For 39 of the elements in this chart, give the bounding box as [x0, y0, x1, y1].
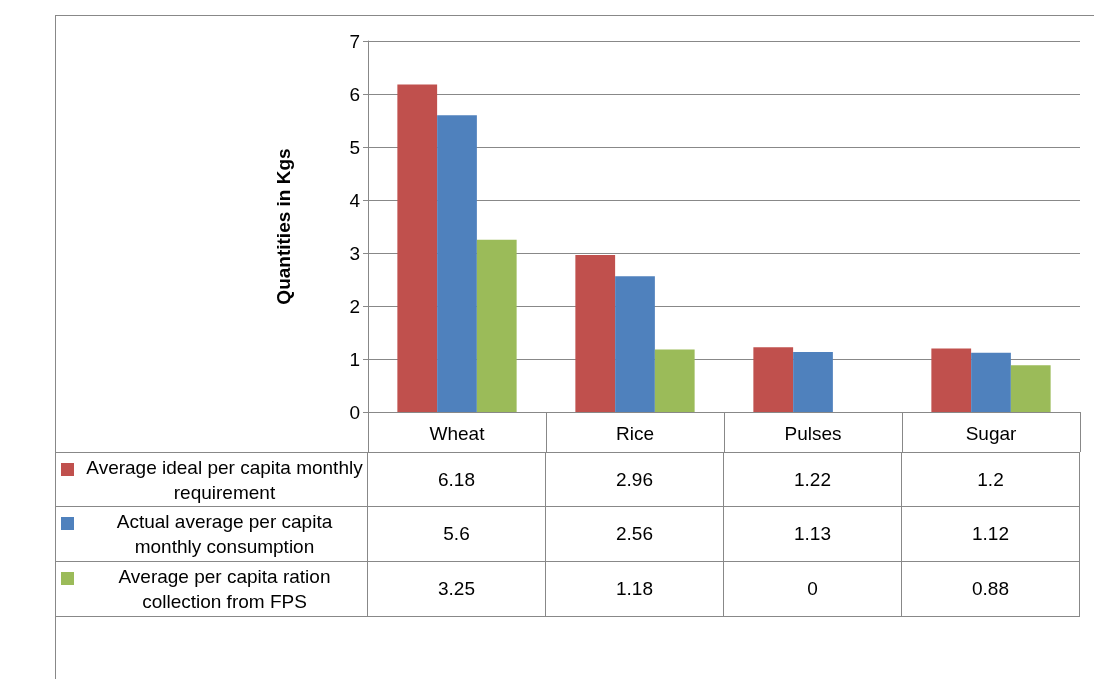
y-tick-label: 5 — [349, 136, 360, 158]
y-tick-label: 4 — [349, 189, 361, 211]
bar — [397, 84, 438, 412]
data-label: 2.96 — [546, 453, 724, 506]
y-tick-label: 6 — [349, 83, 360, 105]
y-tick-label: 0 — [349, 401, 360, 423]
legend-label: Average ideal per capita monthly requirement — [85, 455, 364, 505]
y-tick-label: 3 — [349, 242, 360, 264]
x-tick-label: Wheat — [429, 423, 486, 444]
data-label: 6.18 — [368, 453, 546, 506]
bar — [931, 348, 972, 412]
data-label: 0 — [724, 562, 902, 616]
data-label: 1.22 — [724, 453, 902, 506]
legend-label: Actual average per capita monthly consumption — [115, 510, 334, 559]
bar — [654, 349, 695, 412]
bar — [793, 352, 833, 412]
bar — [476, 239, 517, 412]
x-tick-label: Sugar — [965, 423, 1018, 444]
bar — [575, 255, 616, 412]
data-label: 0.88 — [902, 562, 1080, 616]
x-tick-label: Rice — [615, 423, 655, 444]
y-tick-label: 7 — [349, 30, 360, 52]
data-label: 1.2 — [902, 453, 1080, 506]
bar — [437, 115, 477, 412]
data-label: 1.18 — [546, 562, 724, 616]
bar — [1010, 365, 1051, 412]
legend-label: Average per capita ration collection from FPS — [117, 565, 332, 614]
data-label: 1.12 — [902, 507, 1080, 561]
bar — [971, 352, 1011, 412]
data-label: 2.56 — [546, 507, 724, 561]
data-label: 5.6 — [368, 507, 546, 561]
y-axis-title: Quantities in Kgs — [273, 148, 294, 305]
y-tick-label: 2 — [349, 295, 360, 317]
x-tick-label: Pulses — [784, 423, 842, 444]
data-label: 3.25 — [368, 562, 546, 616]
y-tick-label: 1 — [349, 348, 360, 370]
bar — [753, 347, 794, 412]
data-label: 1.13 — [724, 507, 902, 561]
bar — [615, 276, 655, 412]
